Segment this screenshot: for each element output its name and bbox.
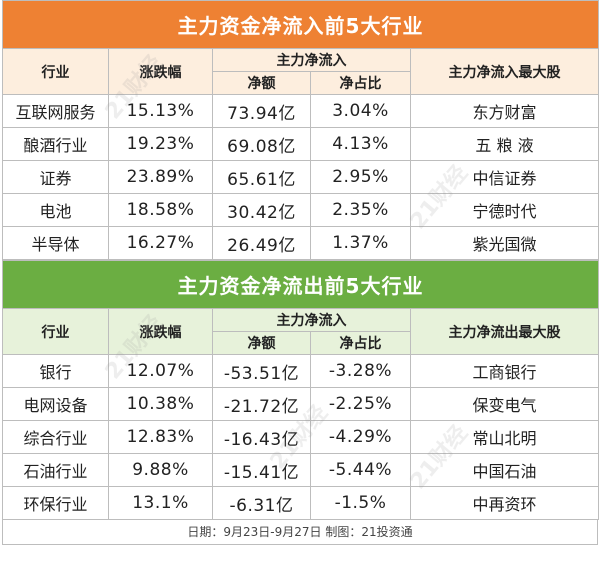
net-cell: -15.41亿 <box>212 453 311 487</box>
ratio-cell: 4.13% <box>310 127 411 161</box>
ratio-cell: 2.35% <box>310 193 411 227</box>
industry-cell: 综合行业 <box>2 420 109 454</box>
table-row: 半导体 16.27% 26.49亿 1.37% 紫光国微 <box>2 226 600 260</box>
table-row: 电网设备 10.38% -21.72亿 -2.25% 保变电气 <box>2 387 600 421</box>
net-cell: 69.08亿 <box>212 127 311 161</box>
change-cell: 19.23% <box>108 127 213 161</box>
change-cell: 12.83% <box>108 420 213 454</box>
net-cell: 30.42亿 <box>212 193 311 227</box>
inflow-table: 主力资金净流入前5大行业 行业 涨跌幅 主力净流入 主力净流入最大股 净额 净占… <box>1 0 600 260</box>
inflow-title: 主力资金净流入前5大行业 <box>1 0 600 49</box>
ratio-cell: -4.29% <box>310 420 411 454</box>
outflow-table: 主力资金净流出前5大行业 行业 涨跌幅 主力净流入 主力净流出最大股 净额 净占… <box>1 260 600 520</box>
ratio-cell: -1.5% <box>310 486 411 520</box>
ratio-cell: 1.37% <box>310 226 411 260</box>
table-row: 电池 18.58% 30.42亿 2.35% 宁德时代 <box>2 193 600 227</box>
table-row: 石油行业 9.88% -15.41亿 -5.44% 中国石油 <box>2 453 600 487</box>
net-cell: -53.51亿 <box>212 354 311 388</box>
stock-cell: 保变电气 <box>409 387 600 421</box>
industry-cell: 互联网服务 <box>2 94 109 128</box>
header-net: 净额 <box>212 71 311 95</box>
header-industry: 行业 <box>2 308 109 355</box>
change-cell: 16.27% <box>108 226 213 260</box>
industry-cell: 电网设备 <box>2 387 109 421</box>
net-cell: 26.49亿 <box>212 226 311 260</box>
industry-cell: 酿酒行业 <box>2 127 109 161</box>
change-cell: 10.38% <box>108 387 213 421</box>
header-change: 涨跌幅 <box>108 308 213 355</box>
net-cell: 73.94亿 <box>212 94 311 128</box>
change-cell: 18.58% <box>108 193 213 227</box>
net-cell: -21.72亿 <box>212 387 311 421</box>
header-change: 涨跌幅 <box>108 48 213 95</box>
industry-cell: 环保行业 <box>2 486 109 520</box>
ratio-cell: 3.04% <box>310 94 411 128</box>
change-cell: 12.07% <box>108 354 213 388</box>
table-row: 酿酒行业 19.23% 69.08亿 4.13% 五 粮 液 <box>2 127 600 161</box>
header-ratio: 净占比 <box>310 71 411 95</box>
stock-cell: 常山北明 <box>409 420 600 454</box>
industry-cell: 石油行业 <box>2 453 109 487</box>
net-cell: -16.43亿 <box>212 420 311 454</box>
net-cell: 65.61亿 <box>212 160 311 194</box>
change-cell: 9.88% <box>108 453 213 487</box>
stock-cell: 五 粮 液 <box>409 127 600 161</box>
header-group: 主力净流入 <box>212 308 411 332</box>
industry-cell: 证券 <box>2 160 109 194</box>
header-group: 主力净流入 <box>212 48 411 72</box>
header-top-stock: 主力净流入最大股 <box>409 48 600 95</box>
ratio-cell: 2.95% <box>310 160 411 194</box>
table-row: 银行 12.07% -53.51亿 -3.28% 工商银行 <box>2 354 600 388</box>
stock-cell: 工商银行 <box>409 354 600 388</box>
ratio-cell: -5.44% <box>310 453 411 487</box>
industry-cell: 半导体 <box>2 226 109 260</box>
change-cell: 13.1% <box>108 486 213 520</box>
header-top-stock: 主力净流出最大股 <box>409 308 600 355</box>
industry-cell: 电池 <box>2 193 109 227</box>
stock-cell: 中信证券 <box>409 160 600 194</box>
stock-cell: 宁德时代 <box>409 193 600 227</box>
industry-cell: 银行 <box>2 354 109 388</box>
net-cell: -6.31亿 <box>212 486 311 520</box>
stock-cell: 紫光国微 <box>409 226 600 260</box>
footer-credit: 日期：9月23日-9月27日 制图：21投资通 <box>2 520 598 545</box>
table-row: 互联网服务 15.13% 73.94亿 3.04% 东方财富 <box>2 94 600 128</box>
change-cell: 23.89% <box>108 160 213 194</box>
header-net: 净额 <box>212 331 311 355</box>
table-row: 证券 23.89% 65.61亿 2.95% 中信证券 <box>2 160 600 194</box>
stock-cell: 中国石油 <box>409 453 600 487</box>
header-ratio: 净占比 <box>310 331 411 355</box>
outflow-title: 主力资金净流出前5大行业 <box>1 260 600 309</box>
table-row: 环保行业 13.1% -6.31亿 -1.5% 中再资环 <box>2 486 600 520</box>
stock-cell: 中再资环 <box>409 486 600 520</box>
ratio-cell: -2.25% <box>310 387 411 421</box>
stock-cell: 东方财富 <box>409 94 600 128</box>
table-row: 综合行业 12.83% -16.43亿 -4.29% 常山北明 <box>2 420 600 454</box>
ratio-cell: -3.28% <box>310 354 411 388</box>
change-cell: 15.13% <box>108 94 213 128</box>
header-industry: 行业 <box>2 48 109 95</box>
